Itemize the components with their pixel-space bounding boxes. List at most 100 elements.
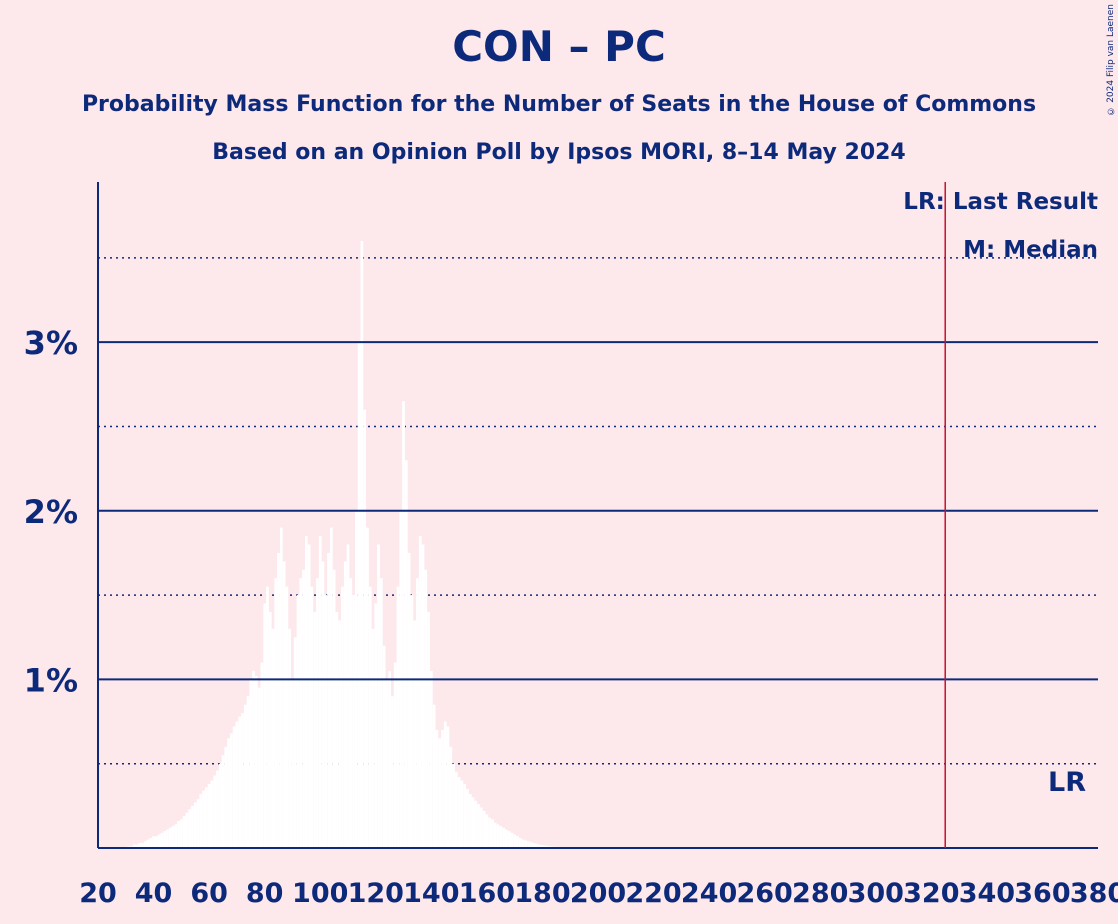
bar [541,844,544,848]
bar [391,696,394,848]
bar [463,783,467,848]
bar [363,409,367,848]
bar [488,817,492,848]
bar [341,586,344,848]
bar [216,770,219,848]
bar [160,832,164,848]
bar [441,729,444,848]
bar [257,687,261,848]
bar [446,726,450,848]
legend-median: M: Median [963,237,1098,263]
bar [263,603,267,848]
bar [543,845,547,848]
bar [438,738,442,848]
bar [163,831,167,848]
bar [232,726,236,848]
bar [521,839,525,848]
bar [141,842,144,848]
bar [479,807,483,848]
x-tick-label: 240 [681,878,737,909]
x-tick-label: 320 [903,878,959,909]
bar [268,611,272,848]
bar [460,780,464,848]
bar [224,746,228,848]
bar [285,586,289,848]
x-tick-label: 200 [570,878,626,909]
bar [382,645,386,848]
bar [307,544,311,848]
bar [204,787,208,848]
bar [493,822,497,848]
bar [477,804,480,848]
bar [371,628,375,848]
bar [385,679,389,848]
bar [152,836,155,848]
bar [221,755,225,848]
bar [213,775,217,848]
bar [527,841,530,848]
bar [310,586,314,848]
bar [149,837,153,848]
bar [282,561,286,848]
bar [279,527,283,848]
minor-gridlines [98,257,1098,765]
x-tick-label: 140 [403,878,459,909]
bar [516,836,519,848]
bar [496,824,500,848]
bar [154,836,158,848]
x-tick-label: 180 [514,878,570,909]
bar [157,834,161,848]
bar [304,536,308,848]
x-tick-label: 120 [348,878,404,909]
bar [246,696,250,848]
bar [243,704,247,848]
bar [393,662,397,848]
x-tick-label: 260 [736,878,792,909]
bar [538,844,542,848]
bar [427,611,430,848]
bar [191,805,194,848]
bar [316,578,319,848]
bar [452,763,455,848]
bar [343,561,347,848]
bar [179,819,183,848]
x-tick-labels: 20 40 60 80 100 120 140 160 180 200 220 240 260 280 30… [79,878,1118,909]
bar [491,819,494,848]
bar [379,578,383,848]
bar [485,814,489,848]
bar [454,772,458,848]
bar [435,729,439,848]
probability-bars [127,241,586,848]
bar [457,777,461,848]
bar [296,595,300,848]
bar [377,544,380,848]
bar [327,552,330,848]
bar [504,829,508,848]
x-tick-label: 380 [1070,878,1118,909]
bar [177,821,180,848]
chart-title: CON – PC [452,22,666,71]
bar [510,832,514,848]
bar [313,611,317,848]
x-tick-label: 160 [459,878,515,909]
bar [429,670,433,848]
bar [266,586,269,848]
x-tick-label: 60 [190,878,228,909]
bar [277,552,280,848]
bar [329,527,333,848]
bar [138,842,142,848]
bar [507,831,511,848]
bar [482,810,486,848]
bar [502,827,505,848]
bar [274,578,278,848]
bar [404,460,408,848]
bar [288,628,292,848]
x-tick-label: 280 [792,878,848,909]
bar [182,815,186,848]
bar [402,401,405,848]
bar [513,834,517,848]
bar [535,843,539,848]
x-tick-label: 100 [292,878,348,909]
bar [171,826,175,848]
x-tick-label: 80 [246,878,284,909]
